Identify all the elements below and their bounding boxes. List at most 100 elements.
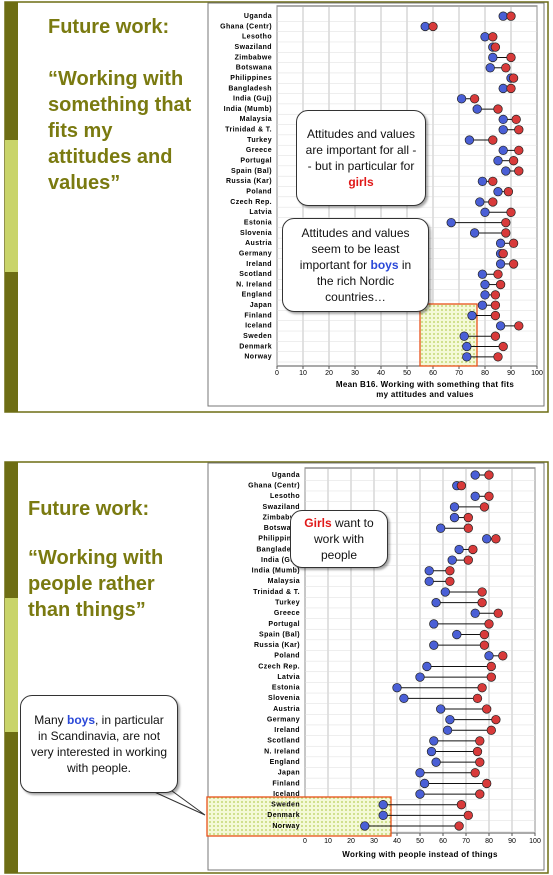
dot <box>508 73 519 83</box>
category-label: Scotland <box>239 271 272 278</box>
x-tick-label: 20 <box>325 370 333 377</box>
dot <box>463 810 473 820</box>
annotation-run: boys <box>66 713 95 727</box>
dot <box>498 11 508 21</box>
category-label: Austria <box>245 240 272 247</box>
category-label: Norway <box>272 823 300 830</box>
dot <box>480 290 490 300</box>
dot <box>378 810 388 820</box>
category-label: Zimbabwe <box>235 54 272 61</box>
category-label: England <box>242 292 272 299</box>
x-tick-label: 60 <box>439 838 447 845</box>
dot <box>470 470 480 480</box>
dot <box>479 629 490 640</box>
category-label: N. Ireland <box>264 748 300 755</box>
category-label: Czech Rep. <box>230 199 272 206</box>
dot <box>490 310 501 321</box>
x-tick-label: 50 <box>403 370 411 377</box>
dot <box>480 207 490 217</box>
dot <box>484 619 494 629</box>
x-tick-label: 70 <box>455 370 463 377</box>
dot <box>495 259 506 269</box>
annotation-run: boys <box>370 258 399 272</box>
dot <box>506 11 516 21</box>
category-label: Philippines <box>230 75 272 82</box>
category-label: Poland <box>246 189 272 196</box>
dot <box>419 778 430 789</box>
dot <box>493 104 503 114</box>
dot <box>498 145 508 156</box>
annotation-text: Many boys, in particular in Scandinavia,… <box>29 712 169 776</box>
annotation-run: want to work with people <box>313 516 374 562</box>
dot <box>468 544 478 555</box>
dot <box>378 800 388 810</box>
dot <box>469 228 480 238</box>
dot <box>464 135 475 145</box>
dot <box>508 259 519 269</box>
annotation-text: Girls want to work with people <box>299 515 379 563</box>
dot <box>392 683 402 693</box>
dot <box>440 587 450 597</box>
category-label: Philippines <box>258 536 300 543</box>
x-axis-label: Working with people instead of things <box>342 850 498 859</box>
category-label: Estonia <box>244 219 272 226</box>
dot <box>511 114 521 125</box>
category-label: Germany <box>239 250 272 257</box>
dot <box>506 207 516 217</box>
category-label: Slovenia <box>268 695 300 702</box>
x-tick-label: 30 <box>351 370 359 377</box>
annotation-run: Attitudes and values are important for a… <box>305 127 417 173</box>
dot <box>498 341 508 352</box>
x-tick-label: 80 <box>481 370 489 377</box>
category-label: Malaysia <box>240 116 272 123</box>
dot <box>514 145 524 156</box>
dot <box>490 290 501 300</box>
annotation-run: girls <box>348 175 374 189</box>
x-axis-label: Mean B16. Working with something that fi… <box>335 380 515 399</box>
dot <box>459 331 469 341</box>
dot <box>493 269 503 279</box>
x-tick-label: 10 <box>299 370 307 377</box>
category-label: Trinidad & T. <box>253 589 300 596</box>
dot <box>484 470 494 480</box>
dot <box>445 566 455 576</box>
category-label: Bangladesh <box>228 85 272 92</box>
dot <box>462 341 472 352</box>
dot <box>424 566 434 576</box>
dot <box>501 63 511 73</box>
dot <box>415 672 425 682</box>
category-label: Sweden <box>243 333 272 340</box>
category-label: Turkey <box>275 599 300 606</box>
dot <box>449 512 460 523</box>
dot <box>501 166 511 176</box>
dot <box>446 217 456 228</box>
category-label: Uganda <box>244 13 272 20</box>
category-label: Spain (Bal) <box>259 631 300 638</box>
dot <box>429 640 439 650</box>
dot <box>449 502 460 512</box>
dot <box>486 725 496 735</box>
category-label: Greece <box>246 147 272 154</box>
category-label: Scotland <box>267 738 300 745</box>
dot <box>429 619 439 629</box>
dot <box>456 481 467 491</box>
dot <box>436 704 446 714</box>
category-label: Iceland <box>245 323 272 330</box>
category-label: Japan <box>278 770 300 777</box>
dot <box>486 672 496 682</box>
annotation-run: in the rich Nordic countries… <box>316 258 412 304</box>
category-label: Norway <box>244 354 272 361</box>
annotation: Girls want to work with people <box>290 510 388 568</box>
dot <box>477 300 488 310</box>
category-label: Japan <box>250 302 272 309</box>
annotation-run: Attitudes and values seem to be least im… <box>299 226 410 272</box>
category-label: Bangladesh <box>256 546 300 553</box>
category-label: Ireland <box>246 261 272 268</box>
x-tick-label: 0 <box>303 838 307 845</box>
annotation-run: Girls <box>304 516 332 530</box>
dot <box>475 789 485 799</box>
dot <box>491 534 501 544</box>
x-tick-label: 90 <box>508 838 516 845</box>
dot <box>479 502 490 512</box>
dot <box>488 32 498 42</box>
